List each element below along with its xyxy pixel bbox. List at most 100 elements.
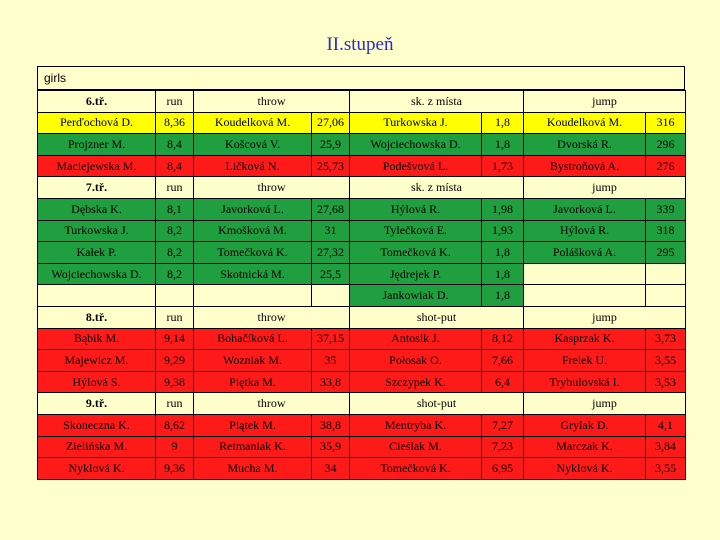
table-row: Projzner M. 8,4 Košcová V. 25,9 Wojciechowsk… [37,133,687,156]
result-value-cell: 276 [644,154,687,178]
result-value-cell: 9,29 [155,349,194,372]
section-header-row: 9.tř. run throw shot-put jump [37,392,687,415]
header-throw: throw [193,90,350,113]
result-value-cell: 296 [644,133,687,156]
athlete-name-cell: Nyklová K. [37,457,156,480]
athlete-name-cell: Piątek M. [193,413,312,437]
athlete-name-cell: Skoneczna K. [37,413,156,437]
athlete-name-cell: Tylečková E. [349,219,482,243]
athlete-name-cell: Grylak D. [523,413,646,437]
result-value-cell: 35,9 [311,435,350,459]
grade-label: 7.tř. [37,176,156,199]
header-third-event: shot-put [349,305,524,329]
result-value-cell: 1,73 [481,154,524,178]
athlete-name-cell: Wojciechowska D. [37,262,156,286]
athlete-name-cell: Antosik J. [349,327,482,351]
grade-label: 9.tř. [37,392,156,415]
athlete-name-cell: Jędrejek P. [349,262,482,286]
athlete-name-cell: Projzner M. [37,133,156,156]
result-value-cell: 6,4 [481,370,524,394]
result-value-cell: 27,32 [311,241,350,264]
athlete-name-cell: Tomečková K. [349,241,482,264]
page-title: II.stupeň [326,34,394,55]
athlete-name-cell [523,262,646,286]
result-value-cell: 1,8 [481,111,524,135]
athlete-name-cell: Frelek U. [523,349,646,372]
athlete-name-cell: Kmošková M. [193,219,312,243]
result-value-cell: 25,9 [311,133,350,156]
result-value-cell: 339 [644,197,687,221]
result-value-cell: 8,12 [481,327,524,351]
result-value-cell: 3,55 [644,457,687,480]
athlete-name-cell: Koudelková M. [523,111,646,135]
athlete-name-cell: Ličková N. [193,154,312,178]
result-value-cell: 7,66 [481,349,524,372]
result-value-cell: 295 [644,241,687,264]
table-row: Turkowska J. 8,2 Kmošková M. 31 Tylečková E.… [37,219,687,243]
header-run: run [155,392,194,415]
athlete-name-cell [193,284,312,307]
header-run: run [155,90,194,113]
header-throw: throw [193,305,350,329]
header-run: run [155,305,194,329]
athlete-name-cell: Kasprzak K. [523,327,646,351]
result-value-cell: 8,2 [155,241,194,264]
table-row: Wojciechowska D. 8,2 Skotnická M. 25,5 Jędre… [37,262,687,286]
athlete-name-cell: Polášková A. [523,241,646,264]
results-table: 6.tř. run throw sk. z místa jump Perďochová D… [37,90,687,480]
result-value-cell: 1,93 [481,219,524,243]
header-third-event: sk. z místa [349,90,524,113]
table-row: Maciejewska M. 8,4 Ličková N. 25,73 Podešvov… [37,154,687,178]
athlete-name-cell: Turkowska J. [37,219,156,243]
athlete-name-cell: Kałek P. [37,241,156,264]
group-label: girls [37,66,685,90]
header-jump: jump [522,392,687,415]
athlete-name-cell: Jankowiak D. [349,284,482,307]
result-value-cell: 4,1 [644,413,687,437]
athlete-name-cell: Piętka M. [193,370,312,394]
athlete-name-cell: Skotnická M. [193,262,312,286]
result-value-cell: 8,36 [155,111,194,135]
athlete-name-cell: Szczypek K. [349,370,482,394]
table-row: Bąbik M. 9,14 Bohačíková L. 37,15 Antosik J.… [37,327,687,351]
athlete-name-cell [523,284,646,307]
header-jump: jump [522,90,687,113]
athlete-name-cell: Tomečková K. [193,241,312,264]
table-row: Kałek P. 8,2 Tomečková K. 27,32 Tomečková K.… [37,241,687,264]
section-header-row: 6.tř. run throw sk. z místa jump [37,90,687,113]
result-value-cell: 3,84 [644,435,687,459]
athlete-name-cell: Wojciechowska D. [349,133,482,156]
result-value-cell: 8,2 [155,219,194,243]
result-value-cell: 316 [644,111,687,135]
result-value-cell: 3,55 [644,349,687,372]
result-value-cell: 8,4 [155,133,194,156]
athlete-name-cell: Mucha M. [193,457,312,480]
header-run: run [155,176,194,199]
result-value-cell: 1,98 [481,197,524,221]
header-third-event: shot-put [349,392,524,415]
athlete-name-cell: Retmaniak K. [193,435,312,459]
athlete-name-cell: Podešvová L. [349,154,482,178]
athlete-name-cell: Bystroňová A. [523,154,646,178]
result-value-cell: 8,62 [155,413,194,437]
result-value-cell: 8,2 [155,262,194,286]
header-throw: throw [193,392,350,415]
athlete-name-cell: Trybulovská I. [523,370,646,394]
athlete-name-cell: Cieślak M. [349,435,482,459]
header-jump: jump [522,176,687,199]
athlete-name-cell: Zielińska M. [37,435,156,459]
result-value-cell: 37,15 [311,327,350,351]
result-value-cell: 7,23 [481,435,524,459]
result-value-cell [311,284,350,307]
athlete-name-cell: Javorková L. [523,197,646,221]
table-row: Hýlová S. 9,38 Piętka M. 33,8 Szczypek K. 6,4… [37,370,687,394]
table-row: Nyklová K. 9,36 Mucha M. 34 Tomečková K. 6,95… [37,457,687,480]
athlete-name-cell: Marczak K. [523,435,646,459]
result-value-cell: 1,8 [481,133,524,156]
result-value-cell [644,284,687,307]
grade-label: 8.tř. [37,305,156,329]
athlete-name-cell: Majewicz M. [37,349,156,372]
result-value-cell: 34 [311,457,350,480]
result-value-cell: 7,27 [481,413,524,437]
